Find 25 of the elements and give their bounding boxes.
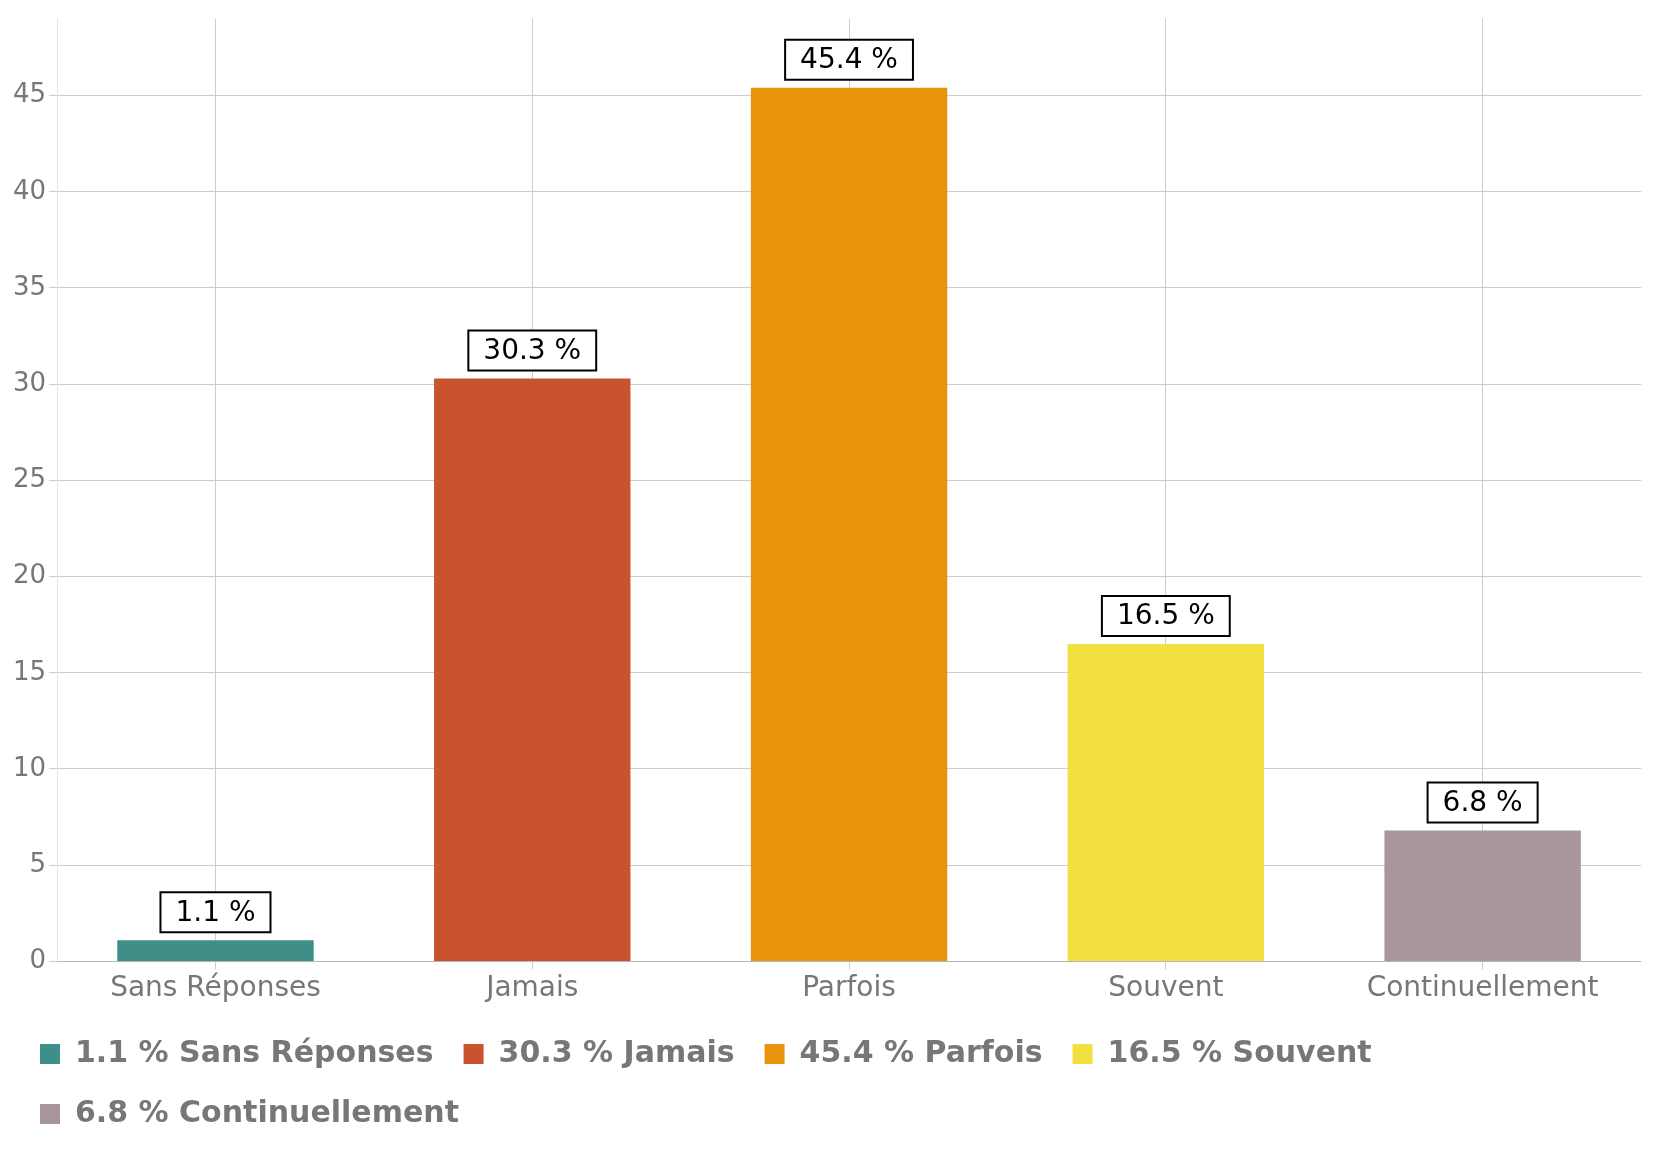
data-label: 1.1 % (175, 894, 256, 928)
x-tick-label: Parfois (802, 970, 896, 1004)
x-tick-label: Souvent (1108, 970, 1224, 1004)
y-tick-label: 10 (12, 751, 47, 782)
x-tick-label: Jamais (484, 970, 579, 1004)
legend-label: 30.3 % Jamais (498, 1033, 735, 1069)
legend-label: 1.1 % Sans Réponses (75, 1033, 434, 1069)
y-tick-label: 5 (29, 847, 47, 878)
legend-label: 6.8 % Continuellement (75, 1093, 459, 1129)
y-tick-label: 25 (12, 463, 47, 494)
data-label: 6.8 % (1442, 784, 1523, 818)
y-tick-label: 45 (12, 78, 47, 109)
y-tick-label: 35 (12, 270, 47, 301)
data-label: 45.4 % (800, 42, 898, 76)
y-tick-label: 15 (12, 655, 47, 686)
legend-label: 16.5 % Souvent (1107, 1033, 1372, 1069)
legend-label: 45.4 % Parfois (799, 1033, 1043, 1069)
y-tick-label: 40 (12, 174, 47, 205)
data-label: 16.5 % (1116, 598, 1215, 632)
y-tick-label: 0 (29, 944, 47, 975)
y-tick-label: 20 (12, 559, 47, 590)
x-tick-label: Continuellement (1366, 970, 1599, 1004)
x-tick-label: Sans Réponses (110, 970, 321, 1004)
data-label: 30.3 % (483, 332, 582, 366)
y-tick-label: 30 (12, 366, 47, 397)
